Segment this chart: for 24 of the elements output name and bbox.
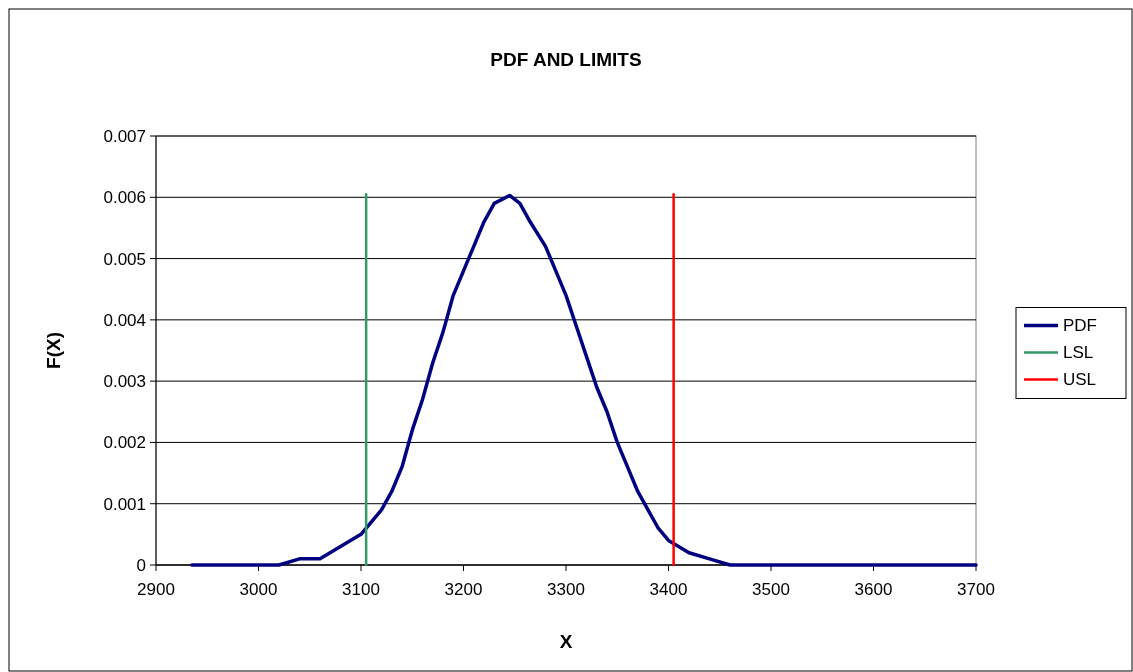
y-tick-label: 0.007 bbox=[103, 126, 146, 146]
y-tick-label: 0 bbox=[136, 555, 146, 575]
x-tick-label: 3700 bbox=[957, 580, 995, 599]
x-tick-label: 3600 bbox=[854, 580, 893, 599]
x-axis-title: X bbox=[559, 631, 573, 652]
x-tick-label: 3000 bbox=[239, 580, 278, 599]
x-tick-label: 3500 bbox=[752, 580, 790, 599]
line-series bbox=[190, 193, 978, 567]
y-tick-label: 0.002 bbox=[103, 433, 146, 453]
y-tick-label: 0.004 bbox=[103, 310, 146, 330]
y-tick-label: 0.005 bbox=[103, 249, 146, 269]
y-tick-label: 0.001 bbox=[103, 494, 146, 514]
x-tick-label: 3400 bbox=[649, 580, 688, 599]
x-tick-label: 3200 bbox=[444, 580, 483, 599]
legend-label: LSL bbox=[1063, 343, 1094, 363]
x-tick-label: 3300 bbox=[547, 580, 585, 599]
y-tick-label: 0.003 bbox=[103, 372, 146, 392]
y-tick-label: 0.006 bbox=[103, 188, 146, 208]
legend-label: USL bbox=[1063, 370, 1097, 390]
x-tick-label: 3100 bbox=[342, 580, 380, 599]
y-axis-title: F(X) bbox=[43, 332, 64, 369]
x-tick-label: 2900 bbox=[137, 580, 175, 599]
chart-title: PDF AND LIMITS bbox=[490, 49, 642, 70]
legend-label: PDF bbox=[1063, 316, 1097, 336]
